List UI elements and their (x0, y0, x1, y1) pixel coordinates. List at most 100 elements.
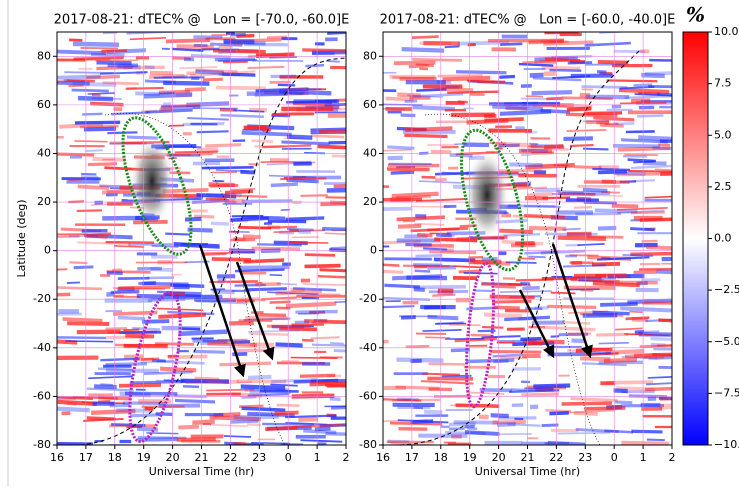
texture-streak (557, 431, 611, 435)
texture-streak (286, 92, 303, 96)
texture-streak (324, 102, 346, 107)
texture-streak (577, 243, 605, 247)
texture-streak (648, 85, 672, 89)
texture-streak (81, 172, 97, 176)
x-axis-label: Universal Time (hr) (149, 465, 254, 478)
y-tick-label: 60 (363, 98, 377, 111)
texture-streak (219, 107, 237, 112)
texture-streak (159, 91, 175, 95)
texture-streak (654, 168, 672, 172)
texture-streak (119, 439, 132, 444)
texture-streak (424, 409, 443, 415)
texture-streak (646, 438, 665, 442)
texture-streak (427, 144, 458, 146)
texture-streak (638, 105, 655, 110)
texture-streak (137, 437, 178, 442)
texture-streak (600, 381, 615, 386)
texture-streak (601, 179, 616, 184)
texture-streak (606, 380, 654, 385)
texture-streak (396, 397, 419, 402)
texture-streak (522, 285, 540, 291)
texture-streak (544, 325, 596, 332)
texture-streak (105, 362, 147, 367)
texture-streak (504, 315, 550, 322)
y-tick-label: -60 (33, 389, 51, 402)
texture-streak (261, 296, 297, 301)
texture-streak (520, 336, 542, 342)
texture-streak (523, 67, 546, 71)
texture-streak (481, 282, 522, 287)
colorbar-tick-label: 2.5 (714, 180, 732, 193)
texture-streak (324, 232, 346, 236)
texture-streak (304, 253, 336, 257)
texture-streak (436, 80, 452, 84)
texture-streak (220, 113, 264, 119)
texture-streak (177, 350, 189, 353)
texture-streak (453, 420, 499, 425)
texture-streak (272, 112, 314, 116)
texture-streak (445, 409, 473, 411)
texture-streak (286, 134, 313, 140)
texture-streak (613, 121, 635, 126)
texture-streak (597, 70, 607, 74)
texture-streak (295, 309, 338, 314)
texture-streak (156, 359, 205, 365)
texture-streak (92, 401, 116, 406)
texture-streak (570, 73, 613, 79)
arrow (518, 289, 555, 359)
texture-streak (584, 41, 631, 47)
texture-streak (113, 295, 141, 298)
texture-streak (547, 352, 586, 357)
texture-streak (494, 285, 516, 289)
texture-streak (234, 283, 266, 287)
texture-streak (158, 312, 206, 319)
texture-streak (617, 146, 671, 152)
texture-streak (522, 353, 541, 359)
y-tick-label: 40 (37, 146, 51, 159)
texture-streak (418, 180, 462, 184)
texture-streak (237, 225, 272, 230)
texture-streak (97, 367, 134, 372)
texture-streak (66, 281, 80, 284)
texture-streak (443, 441, 456, 444)
texture-streak (396, 238, 440, 243)
texture-streak (248, 329, 300, 333)
texture-streak (654, 425, 672, 429)
texture-streak (114, 343, 141, 347)
texture-streak (550, 291, 576, 295)
texture-streak (151, 254, 178, 259)
texture-streak (276, 282, 298, 286)
texture-streak (630, 164, 672, 170)
texture-streak (402, 129, 456, 134)
texture-streak (90, 101, 124, 107)
chart-title: 2017-08-21: dTEC% @ Lon = [-60.0, -40.0]… (380, 13, 676, 28)
texture-streak (293, 287, 337, 292)
texture-streak (293, 161, 312, 166)
texture-streak (520, 84, 532, 88)
texture-streak (202, 77, 223, 82)
texture-streak (243, 258, 285, 264)
texture-streak (333, 184, 346, 189)
texture-streak (85, 149, 103, 153)
texture-streak (94, 200, 103, 205)
x-tick-label: 2 (669, 451, 676, 464)
texture-streak (82, 112, 103, 116)
texture-streak (530, 5, 563, 10)
texture-streak (635, 287, 659, 293)
texture-streak (558, 191, 596, 197)
texture-streak (244, 42, 288, 47)
texture-streak (383, 263, 400, 267)
texture-streak (232, 139, 246, 143)
texture-streak (100, 383, 113, 386)
texture-streak (241, 406, 286, 412)
texture-streak (69, 261, 88, 265)
texture-streak (211, 33, 228, 37)
texture-streak (259, 389, 299, 393)
texture-streak (448, 323, 481, 327)
x-tick-label: 16 (50, 451, 64, 464)
texture-streak (57, 406, 90, 413)
texture-streak (171, 56, 191, 61)
texture-streak (578, 279, 616, 283)
texture-streak (469, 93, 485, 96)
texture-streak (659, 139, 672, 144)
